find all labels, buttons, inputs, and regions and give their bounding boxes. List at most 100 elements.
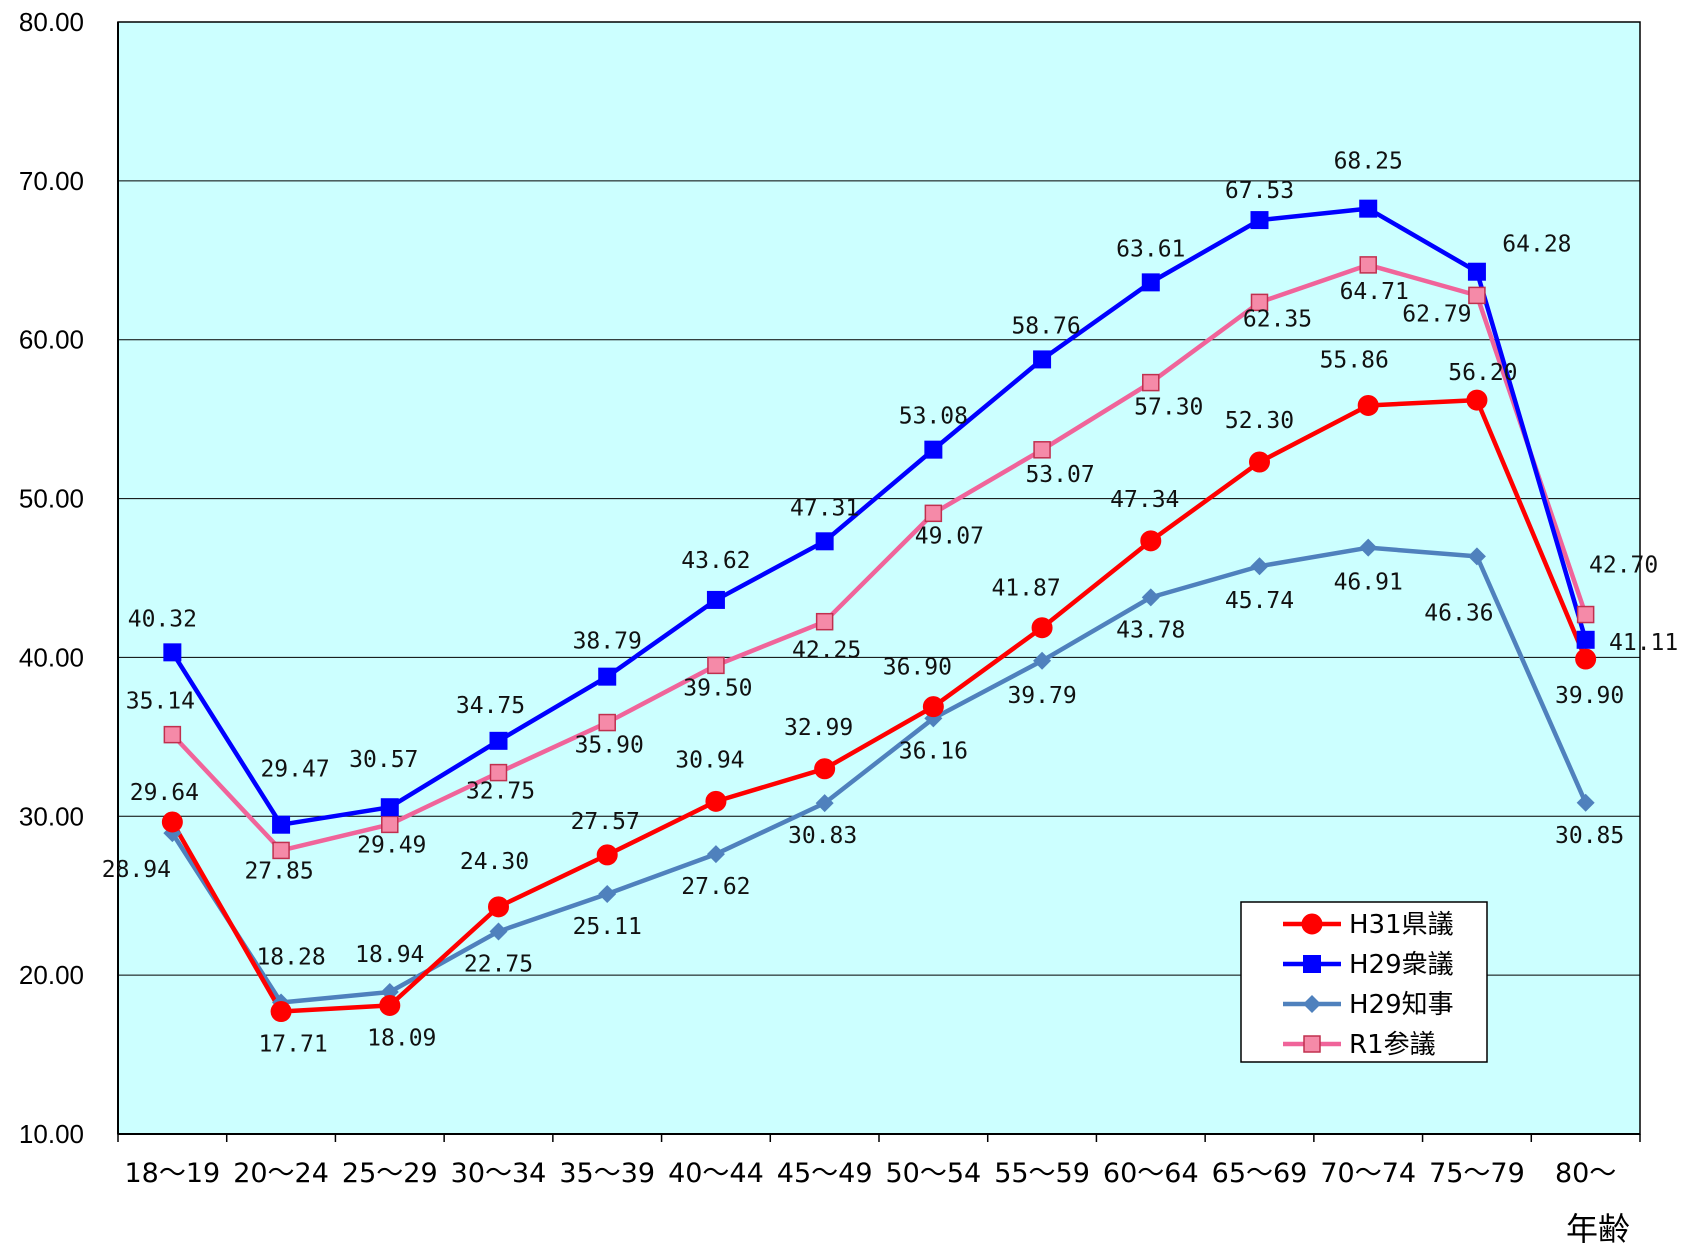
data-label-series-4: 29.49	[357, 832, 426, 858]
series-4-point	[1468, 286, 1486, 305]
x-tick-label: 70～74	[1320, 1158, 1416, 1189]
data-label-series-2: 43.62	[681, 548, 750, 574]
data-label-series-1: 30.94	[675, 747, 744, 773]
data-label-series-1: 41.87	[991, 576, 1060, 602]
data-label-series-1: 36.90	[883, 655, 952, 681]
data-label-series-2: 40.32	[128, 606, 197, 632]
data-label-series-1: 47.34	[1110, 487, 1179, 513]
series-4-point	[598, 713, 616, 732]
data-label-series-2: 41.11	[1609, 630, 1678, 656]
y-tick-label: 30.00	[19, 801, 84, 831]
x-tick-label: 35～39	[559, 1158, 655, 1189]
data-label-series-2: 58.76	[1011, 313, 1080, 339]
series-1-point	[161, 811, 183, 833]
series-1-point	[379, 994, 401, 1016]
legend-label: H31県議	[1349, 910, 1454, 940]
data-label-series-4: 32.75	[466, 779, 535, 805]
x-tick-label: 60～64	[1103, 1158, 1199, 1189]
series-1-point	[488, 896, 509, 918]
series-3-point	[1141, 588, 1160, 607]
data-label-series-1: 56.20	[1448, 360, 1517, 386]
series-4-point	[1142, 373, 1160, 392]
data-label-series-3: 46.91	[1334, 570, 1403, 596]
series-1-point	[1357, 394, 1379, 416]
series-2-point	[924, 440, 943, 459]
series-4-point	[272, 841, 290, 860]
x-tick-label: 45～49	[777, 1158, 873, 1189]
data-label-series-4: 49.07	[915, 523, 984, 549]
data-label-series-2: 63.61	[1116, 236, 1185, 262]
data-label-series-4: 27.85	[244, 858, 313, 884]
series-2-point	[489, 731, 508, 750]
x-tick-label: 30～34	[451, 1158, 547, 1189]
series-3-point	[1576, 793, 1595, 812]
series-2-point	[1250, 211, 1269, 230]
series-4-point	[381, 815, 399, 834]
series-4-point	[1033, 441, 1051, 459]
series-4-point	[1250, 293, 1269, 312]
data-label-series-2: 53.08	[899, 404, 968, 430]
data-label-series-4: 62.79	[1402, 301, 1471, 327]
data-label-series-4: 39.50	[683, 675, 752, 701]
legend-label: R1参議	[1349, 1030, 1436, 1060]
x-tick-label: 65～69	[1212, 1158, 1308, 1189]
data-label-series-1: 52.30	[1225, 408, 1294, 434]
series-4-point	[1576, 605, 1595, 624]
data-label-series-3: 28.94	[102, 857, 171, 883]
y-tick-label: 60.00	[19, 325, 84, 355]
data-label-series-1: 39.90	[1555, 683, 1624, 709]
legend-box	[1240, 901, 1488, 1063]
x-tick-label: 75～79	[1429, 1158, 1525, 1189]
data-label-series-3: 36.16	[899, 738, 968, 764]
series-line-3	[170, 545, 1588, 1005]
series-2-point	[815, 532, 834, 551]
series-line-1	[170, 397, 1588, 1014]
series-1-point	[270, 1001, 292, 1023]
x-tick-label: 18～19	[124, 1158, 220, 1189]
data-label-series-2: 30.57	[349, 747, 418, 773]
data-label-series-3: 25.11	[573, 914, 642, 940]
data-label-series-3: 43.78	[1116, 617, 1185, 643]
x-tick-label: 40～44	[668, 1158, 764, 1189]
series-4-point	[489, 763, 508, 782]
series-3-point	[815, 794, 834, 813]
series-line-2	[170, 206, 1588, 827]
data-label-series-1: 24.30	[460, 849, 529, 875]
data-label-series-1: 29.64	[130, 780, 199, 806]
y-tick-label: 40.00	[19, 642, 84, 672]
data-label-series-4: 53.07	[1025, 462, 1094, 488]
series-4-point	[1359, 256, 1377, 274]
data-label-series-2: 38.79	[573, 629, 642, 655]
y-tick-label: 70.00	[19, 166, 84, 196]
y-tick-label: 20.00	[19, 960, 84, 990]
data-label-series-2: 64.28	[1502, 232, 1571, 258]
series-4-point	[815, 612, 834, 631]
data-label-series-1: 17.71	[258, 1032, 327, 1058]
series-1-point	[1031, 617, 1053, 639]
series-2-point	[1033, 350, 1052, 369]
series-3-point	[1359, 538, 1378, 557]
data-label-series-2: 68.25	[1334, 149, 1403, 175]
legend-1-point	[1301, 913, 1323, 935]
series-3-point	[1250, 557, 1269, 576]
data-label-series-3: 30.83	[788, 823, 857, 849]
series-1-point	[814, 758, 836, 780]
x-axis-label: 年齢	[1566, 1210, 1630, 1248]
data-label-series-3: 18.28	[256, 944, 325, 970]
data-label-series-4: 35.90	[575, 733, 644, 759]
legend-3-point	[1303, 995, 1321, 1013]
series-1-point	[1466, 389, 1488, 411]
series-2-point	[1467, 262, 1486, 281]
series-2-point	[380, 798, 399, 817]
data-label-series-2: 67.53	[1225, 178, 1294, 204]
legend-label: H29衆議	[1349, 950, 1454, 980]
data-label-series-3: 27.62	[681, 874, 750, 900]
legend-2-point	[1303, 955, 1321, 973]
data-label-series-3: 22.75	[464, 951, 533, 977]
y-tick-label: 50.00	[19, 484, 84, 514]
y-tick-label: 10.00	[19, 1119, 84, 1149]
series-4-point	[163, 725, 182, 744]
data-label-series-4: 64.71	[1340, 279, 1409, 305]
series-3-point	[1467, 547, 1486, 566]
data-label-series-2: 34.75	[456, 693, 525, 719]
